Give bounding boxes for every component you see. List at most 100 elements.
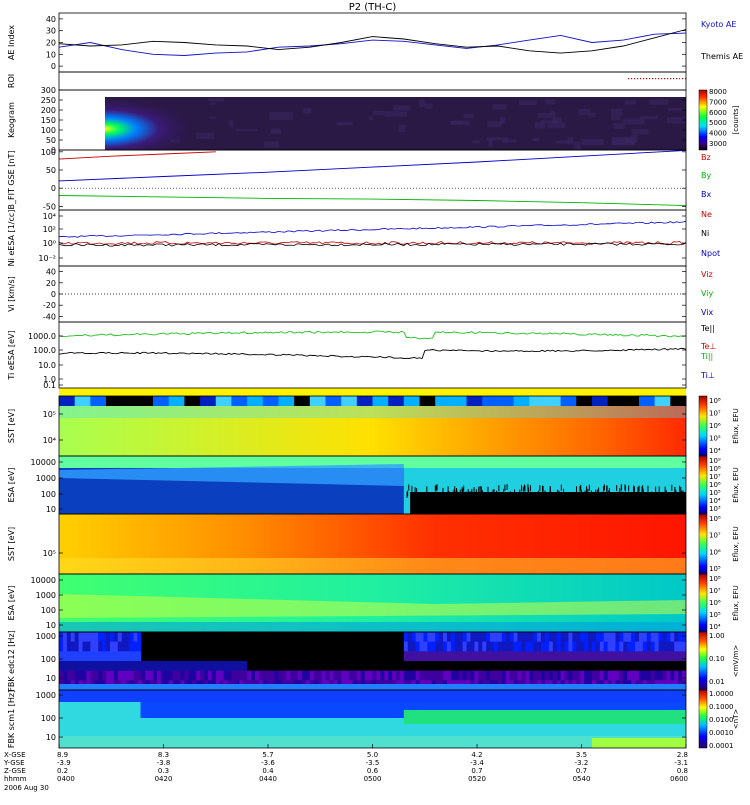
fbk-e-cell [431,661,436,672]
fbk-e-cell [396,670,401,681]
fbk-e-cell [525,641,530,652]
y-tick-label: 0 [51,290,56,299]
fbk-e-cell [556,661,561,672]
fbk-e-cell [662,651,667,662]
fbk-e-cell [172,661,177,672]
fbk-e-cell [227,641,232,652]
fbk-e-cell [239,651,244,662]
fbk-e-cell [278,632,283,643]
legend-entry: Viz [701,270,713,279]
fbk-e-cell [521,641,526,652]
fbk-e-cell [360,632,366,643]
esa-e-noise [537,490,539,497]
fbk-e-cell [141,651,146,662]
fbk-e-cell [658,651,663,662]
esa-e-noise [434,485,436,492]
sst-e-cell [294,396,311,406]
fbk-e-cell [388,661,393,672]
fbk-e-cell [156,632,162,643]
keogram-texture [502,139,517,143]
fbk-e-cell [192,651,197,662]
roi-dot [646,78,648,80]
fbk-e-cell [638,641,644,652]
fbk-e-cell [251,670,256,681]
fbk-e-cell [678,661,683,672]
fbk-e-cell [533,661,538,672]
fbk-e-cell [341,651,346,662]
fbk-e-cell [137,632,142,643]
fbk-e-cell [207,641,213,652]
fbk-e-cell [117,661,123,672]
fbk-e-cell [348,661,354,672]
fbk-e-cell [537,651,542,662]
fbk-e-cell [145,661,150,672]
fbk-e-cell [243,651,248,662]
fbk-e-cell [392,641,397,652]
colorbar [698,455,708,515]
esa-e-noise [478,486,480,493]
y-tick-label: 1.0 [43,375,56,384]
fbk-e-cell [658,632,663,643]
fbk-e-cell [227,651,232,662]
fbk-e-cell [399,641,405,652]
sst-e-cell [309,396,326,406]
esa-e-noise [416,488,418,495]
fbk-e-cell [396,651,401,662]
fbk-e-cell [231,651,236,662]
fbk-e-cell [650,670,656,681]
y-axis-label: B_FIT GSE [nT] [7,151,16,210]
fbk-e-cell [638,670,644,681]
y-axis-label: Vi [km/s] [7,276,16,312]
fbk-e-cell [70,651,76,662]
sst-e-cell [591,396,609,406]
esa-e-noise [447,486,449,493]
fbk-e-cell [333,670,338,681]
fbk-e-cell [674,670,679,681]
colorbar-tick: 10⁶ [709,548,721,556]
fbk-e-cell [650,651,656,662]
fbk-e-cell [446,641,452,652]
fbk-e-cell [282,641,287,652]
esa-e-noise [651,491,653,498]
fbk-e-cell [552,670,558,681]
fbk-e-cell [321,670,326,681]
ti-line [58,330,687,340]
fbk-e-cell [305,641,311,652]
keogram-texture [567,137,574,145]
esa-e-noise [674,486,676,493]
fbk-e-cell [192,661,197,672]
fbk-e-cell [533,632,538,643]
fbk-e-cell [286,641,291,652]
fbk-e-cell [576,641,581,652]
fbk-e-cell [341,661,346,672]
esa-e-noise [601,491,603,498]
sst-e-cell [450,396,468,406]
fbk-e-cell [376,670,381,681]
fbk-e-cell [215,641,221,652]
fbk-e-cell [235,651,240,662]
fbk-e-cell [196,651,201,662]
sst-e-cell [231,396,248,406]
keogram-texture [611,115,620,121]
fbk-e-cell [517,661,522,672]
keogram-texture [547,122,566,129]
fbk-e-cell [376,641,381,652]
fbk-e-cell [376,651,381,662]
esa-e-noise [642,485,644,492]
fbk-e-cell [454,661,460,672]
esa-e-noise [637,490,639,497]
keogram-texture [613,123,625,129]
y-tick-label: 50 [46,136,56,145]
keogram-texture [336,121,353,126]
fbk-e-cell [106,661,111,672]
esa-e-top [59,456,686,468]
fbk-e-cell [627,651,632,662]
fbk-e-cell [59,661,64,672]
esa-e-noise [456,488,458,495]
fbk-e-cell [156,651,162,662]
keogram-texture [486,137,509,141]
fbk-e-cell [294,670,299,681]
fbk-e-cell [486,670,491,681]
colorbar-label: Eflux, EFU [732,408,740,443]
fbk-e-cell [670,641,675,652]
